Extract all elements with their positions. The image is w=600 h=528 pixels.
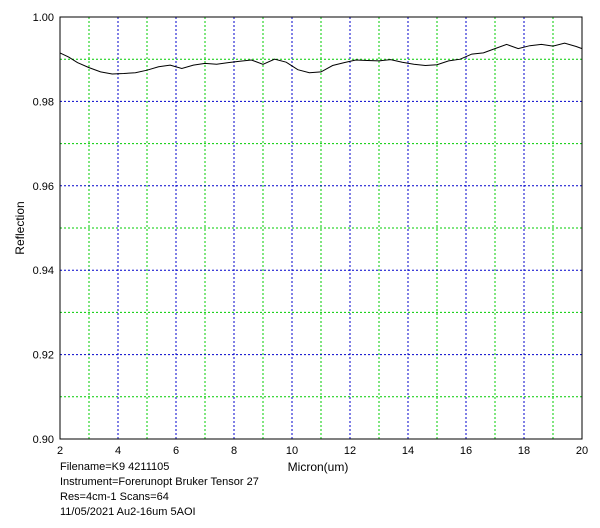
x-tick-label: 10 (286, 445, 298, 457)
y-tick-label: 0.92 (33, 350, 54, 362)
reflection-series-line (59, 42, 583, 75)
date-sample-note: 11/05/2021 Au2-16um 5AOI (60, 506, 196, 518)
x-tick-label: 14 (402, 445, 414, 457)
grid (59, 16, 583, 440)
instrument-note: Instrument=Forerunopt Bruker Tensor 27 (60, 476, 259, 488)
x-axis-title: Micron(um) (288, 460, 349, 474)
x-tick-label: 2 (57, 445, 63, 457)
x-tick-label: 20 (576, 445, 588, 457)
x-tick-label: 6 (173, 445, 179, 457)
y-tick-label: 0.90 (33, 434, 54, 446)
filename-note: Filename=K9 4211105 (60, 461, 170, 473)
x-tick-label: 18 (518, 445, 530, 457)
y-axis-title: Reflection (13, 201, 27, 254)
resolution-scans-note: Res=4cm-1 Scans=64 (60, 491, 169, 503)
x-tick-label: 16 (460, 445, 472, 457)
y-tick-label: 0.98 (33, 96, 54, 108)
x-tick-label: 8 (231, 445, 237, 457)
plot-frame (59, 16, 583, 440)
y-tick-label: 0.94 (33, 265, 54, 277)
x-tick-label: 12 (344, 445, 356, 457)
x-tick-label: 4 (115, 445, 121, 457)
series-layer (59, 42, 583, 75)
x-tick-labels: 2 4 6 8 10 12 14 16 18 20 (57, 445, 588, 457)
y-tick-labels: 0.90 0.92 0.94 0.96 0.98 1.00 (33, 12, 54, 446)
y-tick-label: 0.96 (33, 181, 54, 193)
y-tick-label: 1.00 (33, 12, 54, 24)
